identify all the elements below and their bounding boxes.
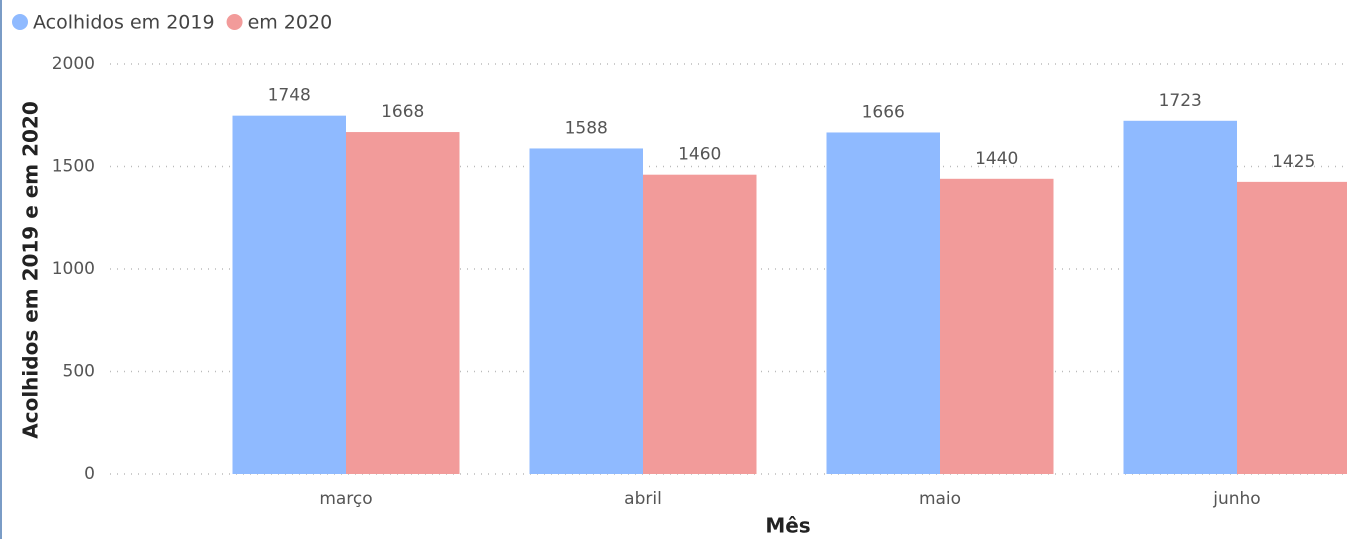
data-label: 1666 <box>862 102 905 122</box>
data-label: 1748 <box>268 86 311 106</box>
x-tick-label: junho <box>1212 489 1260 509</box>
y-tick-label: 1000 <box>52 259 95 279</box>
data-label: 1440 <box>975 149 1018 169</box>
data-label: 1588 <box>565 118 608 138</box>
data-label: 1460 <box>678 145 721 165</box>
bar <box>232 115 346 474</box>
bar <box>1123 120 1237 474</box>
legend-swatch <box>12 14 28 30</box>
data-label: 1425 <box>1272 152 1315 172</box>
x-axis-title: Mês <box>765 514 810 538</box>
data-label: 1723 <box>1159 91 1202 111</box>
y-tick-label: 2000 <box>52 54 95 74</box>
bar <box>643 174 757 474</box>
bar <box>529 148 643 474</box>
y-tick-label: 1500 <box>52 157 95 177</box>
data-label: 1668 <box>381 102 424 122</box>
bar <box>940 178 1054 475</box>
y-axis-title: Acolhidos em 2019 e em 2020 <box>19 101 43 439</box>
x-tick-label: maio <box>919 489 961 509</box>
bar <box>346 132 460 474</box>
legend-label: em 2020 <box>248 12 333 34</box>
legend-swatch <box>226 14 243 30</box>
x-tick-label: março <box>319 489 372 509</box>
y-tick-label: 0 <box>84 464 95 484</box>
bar <box>1237 181 1347 474</box>
legend-label: Acolhidos em 2019 <box>33 12 215 34</box>
y-tick-label: 500 <box>63 362 95 382</box>
bar <box>826 132 940 474</box>
x-tick-label: abril <box>624 489 662 509</box>
